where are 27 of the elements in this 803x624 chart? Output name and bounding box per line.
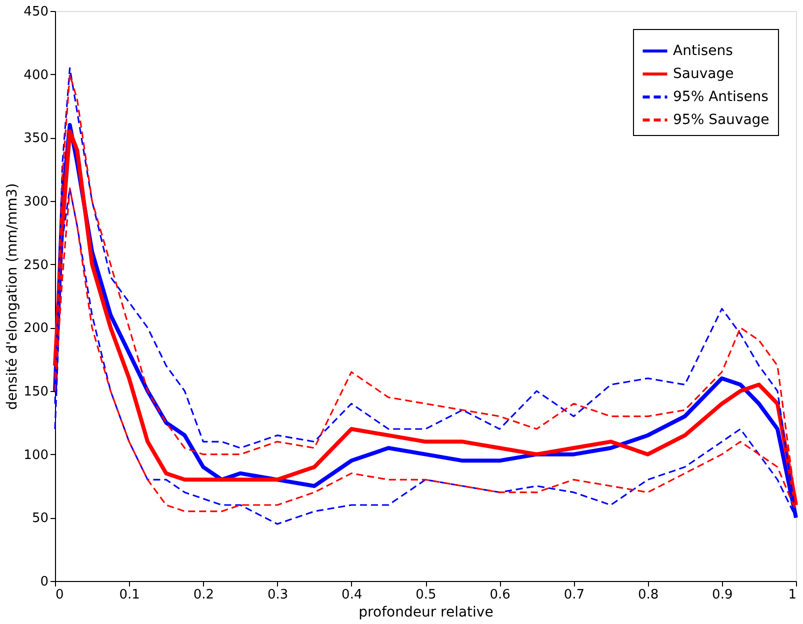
y-axis-title: densité d'elongation (mm/mm3): [4, 183, 21, 410]
y-tick-label: 0: [40, 574, 48, 590]
y-tick-label: 350: [24, 131, 48, 146]
y-tick-label: 400: [24, 68, 48, 83]
legend-label: 95% Antisens: [673, 89, 768, 105]
x-tick-label: 0.1: [119, 588, 140, 602]
y-tick-label: 100: [24, 448, 48, 463]
legend-label: 95% Sauvage: [673, 112, 770, 128]
legend-label: Antisens: [673, 43, 733, 59]
x-tick-label: 0.7: [564, 588, 585, 602]
x-tick-label: 0.3: [267, 588, 288, 602]
x-axis-title: profondeur relative: [358, 604, 494, 620]
y-tick-label: 450: [24, 4, 48, 20]
x-tick-label: 0.5: [416, 588, 436, 602]
legend-label: Sauvage: [673, 66, 734, 82]
x-tick-label: 0.4: [342, 588, 362, 602]
x-tick-label: 0.2: [193, 588, 214, 602]
y-tick-label: 250: [24, 258, 48, 273]
x-tick-label: 1: [788, 588, 796, 602]
y-tick-label: 300: [24, 194, 48, 210]
x-tick-label: 0: [56, 588, 64, 602]
x-tick-label: 0.6: [490, 588, 510, 602]
x-tick-label: 0.9: [712, 588, 733, 602]
y-tick-label: 150: [24, 384, 48, 400]
y-tick-label: 200: [24, 321, 48, 336]
y-tick-label: 50: [32, 511, 48, 526]
x-tick-label: 0.8: [638, 588, 659, 602]
